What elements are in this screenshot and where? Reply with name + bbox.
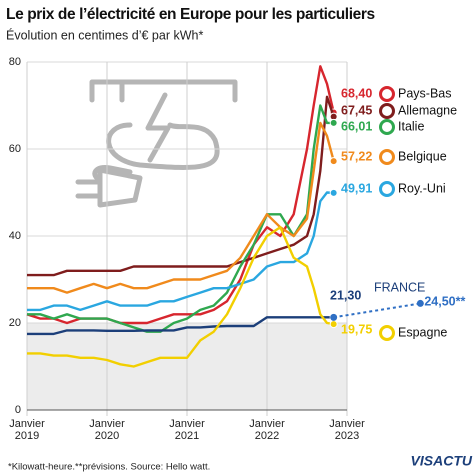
x-tick-label: Janvier 2019 xyxy=(9,418,45,442)
grid xyxy=(26,61,348,416)
x-tick-label: Janvier 2021 xyxy=(169,418,205,442)
chart-title: Le prix de l’électricité en Europe pour … xyxy=(6,6,375,23)
y-tick-label: 60 xyxy=(9,143,21,155)
value-label: 68,40 xyxy=(341,86,372,100)
flag xyxy=(379,181,395,197)
flag xyxy=(379,86,395,102)
series-line xyxy=(27,104,334,333)
value-label: 19,75 xyxy=(341,322,372,336)
flag xyxy=(379,119,395,135)
y-tick-label: 80 xyxy=(9,56,21,68)
plug-icon xyxy=(75,79,238,208)
legend-label: Pays-Bas xyxy=(398,86,452,100)
legend-label: Allemagne xyxy=(398,103,457,117)
value-label: 67,45 xyxy=(341,103,372,117)
x-tick-label: Janvier 2020 xyxy=(89,418,125,442)
value-label: 21,30 xyxy=(330,288,361,302)
end-dot xyxy=(329,320,338,329)
end-dot xyxy=(329,188,338,197)
legend-label: Espagne xyxy=(398,325,447,339)
series-line xyxy=(26,65,335,325)
series-line xyxy=(27,121,335,294)
legend-label: Roy.-Uni xyxy=(398,181,446,195)
y-tick-label: 20 xyxy=(9,317,21,329)
series-line xyxy=(27,316,334,336)
footnote: *Kilowatt-heure.**prévisions. Source: He… xyxy=(8,462,210,473)
forecast-line xyxy=(333,302,421,319)
chart-subtitle: Évolution en centimes d’€ par kWh* xyxy=(6,27,203,42)
forecast-label: 24,50** xyxy=(424,295,465,309)
end-dot xyxy=(329,157,338,166)
flag xyxy=(379,325,395,341)
x-tick-label: Janvier 2023 xyxy=(329,418,365,442)
forecast-dot xyxy=(330,313,338,321)
flag xyxy=(379,149,395,165)
y-tick-label: 40 xyxy=(9,230,21,242)
legend-label: FRANCE xyxy=(374,280,425,294)
series-line xyxy=(27,95,335,277)
end-dot xyxy=(329,118,338,127)
value-label: 57,22 xyxy=(341,149,372,163)
value-label: 49,91 xyxy=(341,181,372,195)
legend-label: Italie xyxy=(398,119,424,133)
series-line xyxy=(27,191,334,312)
series-line xyxy=(27,226,334,368)
flag xyxy=(379,103,395,119)
logo: VISACTU xyxy=(411,453,473,469)
x-tick-label: Janvier 2022 xyxy=(249,418,285,442)
y-tick-label: 0 xyxy=(15,404,21,416)
value-label: 66,01 xyxy=(341,119,372,133)
legend-label: Belgique xyxy=(398,149,447,163)
forecast-dot xyxy=(416,299,424,307)
